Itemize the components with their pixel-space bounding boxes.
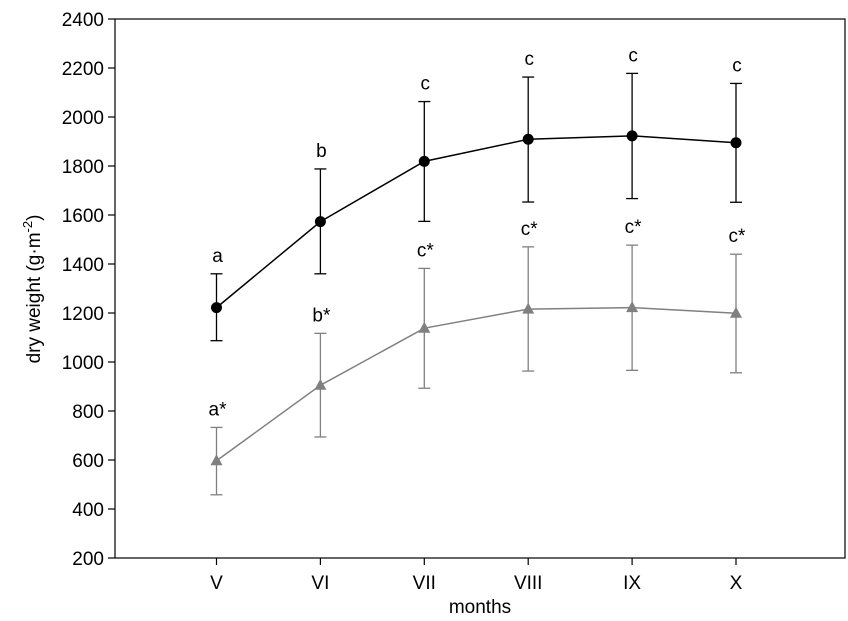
data-point: [522, 302, 535, 314]
y-tick-label: 1200: [62, 304, 104, 325]
y-tick-label: 2000: [62, 108, 104, 129]
plot-frame: [114, 18, 846, 559]
y-tick-label: 400: [72, 500, 104, 521]
y-axis-title-close: ): [24, 215, 45, 221]
data-point: [626, 130, 638, 142]
group-label: c: [628, 45, 638, 66]
group-label: c: [421, 74, 431, 95]
x-axis-title: months: [449, 597, 511, 618]
data-point: [418, 155, 430, 167]
y-tick-label: 800: [72, 402, 104, 423]
group-label: c*: [417, 240, 435, 261]
y-tick-label: 1800: [62, 157, 104, 178]
x-tick-label: X: [730, 573, 743, 594]
y-tick-label: 1000: [62, 353, 104, 374]
x-tick-label: VII: [413, 573, 436, 594]
group-label: c*: [729, 226, 747, 247]
group-label: c*: [521, 219, 539, 240]
x-axis-ticks: V VI VII VIII IX X: [210, 558, 743, 594]
y-tick-label: 1400: [62, 255, 104, 276]
y-tick-label: 200: [72, 549, 104, 570]
data-point: [730, 137, 742, 149]
series-line: [216, 306, 737, 462]
group-label: a*: [209, 399, 228, 420]
data-point: [730, 306, 742, 318]
y-tick-label: 600: [72, 451, 104, 472]
series-layer: a b c c c c a* b* c* c* c* c*: [209, 45, 747, 496]
data-point: [522, 133, 534, 145]
y-axis-title: dry weight (g·m-2): [20, 215, 45, 364]
data-point: [211, 302, 222, 314]
y-axis-title-sup: -2: [20, 221, 35, 233]
y-tick-label: 2400: [62, 10, 104, 31]
group-label: a: [212, 246, 223, 267]
data-point: [210, 454, 223, 466]
x-tick-label: IX: [623, 573, 641, 594]
data-point: [418, 321, 431, 333]
x-tick-label: VI: [311, 573, 329, 594]
data-point: [314, 216, 326, 228]
data-point: [314, 378, 327, 390]
y-axis-ticks: 200 400 600 800 1000 1200 1400 1600 1800 2000 2200…: [62, 10, 115, 570]
x-tick-label: V: [210, 573, 223, 594]
group-label: c*: [625, 217, 643, 238]
y-axis-title-main: dry weight (g·m: [24, 232, 45, 363]
series-line: [216, 135, 737, 309]
y-tick-label: 1600: [62, 206, 104, 227]
group-label: b*: [312, 305, 331, 326]
data-point: [626, 301, 639, 313]
x-tick-label: VIII: [514, 573, 543, 594]
series-2: a* b* c* c* c* c*: [209, 217, 747, 496]
group-label: c: [524, 49, 534, 70]
group-label: c: [732, 55, 742, 76]
series-1: a b c c c c: [210, 45, 742, 342]
y-tick-label: 2200: [62, 59, 104, 80]
group-label: b: [316, 141, 327, 162]
